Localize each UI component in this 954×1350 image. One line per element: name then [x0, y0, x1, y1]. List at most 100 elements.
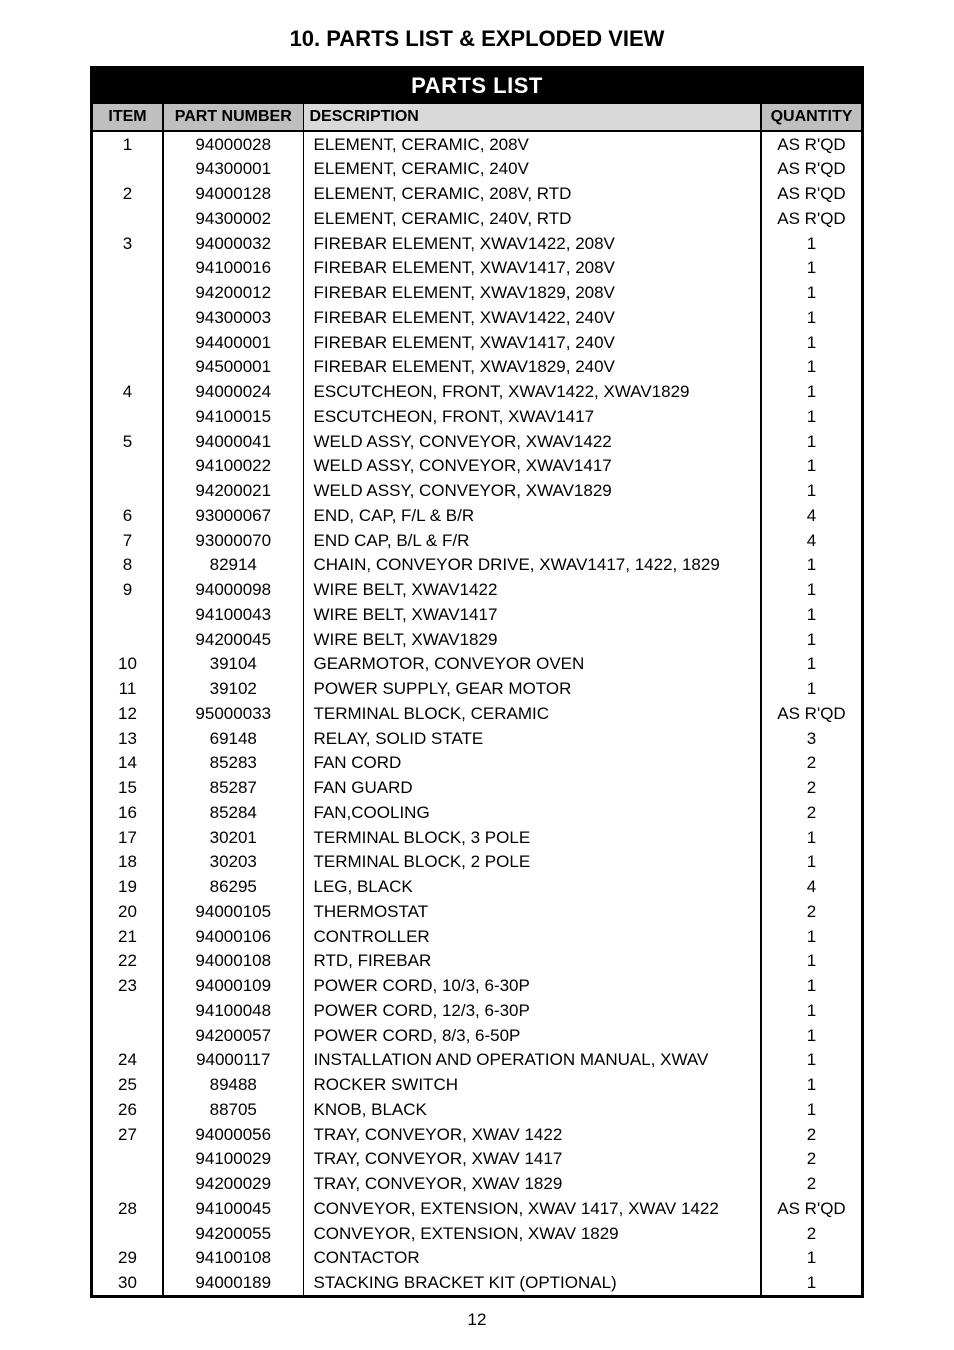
cell-item: 24: [93, 1048, 163, 1073]
cell-item: [93, 404, 163, 429]
cell-description: TRAY, CONVEYOR, XWAV 1417: [303, 1147, 761, 1172]
cell-item: 5: [93, 429, 163, 454]
table-row: 94300003FIREBAR ELEMENT, XWAV1422, 240V1: [93, 305, 861, 330]
cell-quantity: 1: [761, 949, 861, 974]
table-row: 793000070END CAP, B/L & F/R4: [93, 528, 861, 553]
table-row: 294000128ELEMENT, CERAMIC, 208V, RTDAS R…: [93, 182, 861, 207]
table-row: 1730201TERMINAL BLOCK, 3 POLE1: [93, 825, 861, 850]
cell-quantity: 1: [761, 454, 861, 479]
cell-description: WELD ASSY, CONVEYOR, XWAV1422: [303, 429, 761, 454]
table-row: 94500001FIREBAR ELEMENT, XWAV1829, 240V1: [93, 355, 861, 380]
cell-item: [93, 602, 163, 627]
table-row: 2688705KNOB, BLACK1: [93, 1097, 861, 1122]
cell-item: [93, 206, 163, 231]
cell-quantity: AS R'QD: [761, 157, 861, 182]
cell-item: [93, 998, 163, 1023]
cell-part-number: 89488: [163, 1073, 303, 1098]
cell-part-number: 30203: [163, 850, 303, 875]
cell-description: CONTROLLER: [303, 924, 761, 949]
cell-description: WELD ASSY, CONVEYOR, XWAV1829: [303, 479, 761, 504]
cell-quantity: 2: [761, 1221, 861, 1246]
cell-description: FIREBAR ELEMENT, XWAV1417, 240V: [303, 330, 761, 355]
parts-table: ITEM PART NUMBER DESCRIPTION QUANTITY 19…: [93, 104, 861, 1295]
cell-quantity: 1: [761, 924, 861, 949]
col-header-quantity: QUANTITY: [761, 104, 861, 131]
cell-part-number: 85283: [163, 751, 303, 776]
cell-description: ELEMENT, CERAMIC, 240V, RTD: [303, 206, 761, 231]
cell-part-number: 94300001: [163, 157, 303, 182]
cell-quantity: 2: [761, 1122, 861, 1147]
cell-quantity: 1: [761, 305, 861, 330]
cell-quantity: 1: [761, 1246, 861, 1271]
table-row: 1685284FAN,COOLING2: [93, 800, 861, 825]
cell-quantity: 2: [761, 751, 861, 776]
cell-description: ELEMENT, CERAMIC, 208V, RTD: [303, 182, 761, 207]
table-row: 94400001FIREBAR ELEMENT, XWAV1417, 240V1: [93, 330, 861, 355]
cell-quantity: 2: [761, 800, 861, 825]
cell-description: FIREBAR ELEMENT, XWAV1422, 240V: [303, 305, 761, 330]
table-row: 94100015ESCUTCHEON, FRONT, XWAV14171: [93, 404, 861, 429]
table-row: 882914CHAIN, CONVEYOR DRIVE, XWAV1417, 1…: [93, 553, 861, 578]
table-row: 94100043WIRE BELT, XWAV14171: [93, 602, 861, 627]
cell-part-number: 94500001: [163, 355, 303, 380]
table-row: 94200045WIRE BELT, XWAV18291: [93, 627, 861, 652]
col-header-description: DESCRIPTION: [303, 104, 761, 131]
cell-quantity: 1: [761, 380, 861, 405]
cell-description: FAN CORD: [303, 751, 761, 776]
cell-part-number: 85284: [163, 800, 303, 825]
col-header-item: ITEM: [93, 104, 163, 131]
cell-quantity: 1: [761, 330, 861, 355]
cell-description: GEARMOTOR, CONVEYOR OVEN: [303, 652, 761, 677]
cell-part-number: 94100048: [163, 998, 303, 1023]
table-row: 94100022WELD ASSY, CONVEYOR, XWAV14171: [93, 454, 861, 479]
cell-description: LEG, BLACK: [303, 875, 761, 900]
cell-item: 22: [93, 949, 163, 974]
cell-description: FIREBAR ELEMENT, XWAV1422, 208V: [303, 231, 761, 256]
cell-description: END CAP, B/L & F/R: [303, 528, 761, 553]
cell-quantity: 1: [761, 355, 861, 380]
cell-quantity: 1: [761, 479, 861, 504]
cell-item: 20: [93, 899, 163, 924]
cell-part-number: 93000067: [163, 503, 303, 528]
cell-part-number: 94100022: [163, 454, 303, 479]
cell-description: STACKING BRACKET KIT (OPTIONAL): [303, 1271, 761, 1296]
cell-part-number: 94300002: [163, 206, 303, 231]
cell-item: 9: [93, 578, 163, 603]
cell-quantity: AS R'QD: [761, 206, 861, 231]
cell-quantity: 2: [761, 899, 861, 924]
cell-part-number: 95000033: [163, 701, 303, 726]
cell-item: 11: [93, 677, 163, 702]
table-row: 94300002ELEMENT, CERAMIC, 240V, RTDAS R'…: [93, 206, 861, 231]
table-row: 194000028ELEMENT, CERAMIC, 208VAS R'QD: [93, 131, 861, 157]
table-row: 1585287FAN GUARD2: [93, 776, 861, 801]
table-row: 394000032FIREBAR ELEMENT, XWAV1422, 208V…: [93, 231, 861, 256]
cell-part-number: 94000028: [163, 131, 303, 157]
cell-part-number: 30201: [163, 825, 303, 850]
cell-quantity: 1: [761, 404, 861, 429]
cell-item: 12: [93, 701, 163, 726]
cell-part-number: 94100029: [163, 1147, 303, 1172]
page-number: 12: [90, 1310, 864, 1330]
cell-description: INSTALLATION AND OPERATION MANUAL, XWAV: [303, 1048, 761, 1073]
cell-quantity: 1: [761, 578, 861, 603]
table-row: 1039104GEARMOTOR, CONVEYOR OVEN1: [93, 652, 861, 677]
cell-description: CONTACTOR: [303, 1246, 761, 1271]
cell-description: KNOB, BLACK: [303, 1097, 761, 1122]
table-row: 693000067END, CAP, F/L & B/R4: [93, 503, 861, 528]
cell-item: 8: [93, 553, 163, 578]
table-row: 94100048POWER CORD, 12/3, 6-30P1: [93, 998, 861, 1023]
cell-quantity: 2: [761, 776, 861, 801]
table-row: 2494000117INSTALLATION AND OPERATION MAN…: [93, 1048, 861, 1073]
cell-quantity: 4: [761, 528, 861, 553]
cell-quantity: 1: [761, 429, 861, 454]
table-row: 2994100108CONTACTOR1: [93, 1246, 861, 1271]
cell-description: FAN,COOLING: [303, 800, 761, 825]
cell-item: 25: [93, 1073, 163, 1098]
table-row: 94200012FIREBAR ELEMENT, XWAV1829, 208V1: [93, 281, 861, 306]
cell-part-number: 86295: [163, 875, 303, 900]
cell-item: [93, 479, 163, 504]
cell-quantity: 1: [761, 1048, 861, 1073]
cell-description: TERMINAL BLOCK, CERAMIC: [303, 701, 761, 726]
table-row: 994000098WIRE BELT, XWAV14221: [93, 578, 861, 603]
page-title: 10. PARTS LIST & EXPLODED VIEW: [90, 26, 864, 52]
